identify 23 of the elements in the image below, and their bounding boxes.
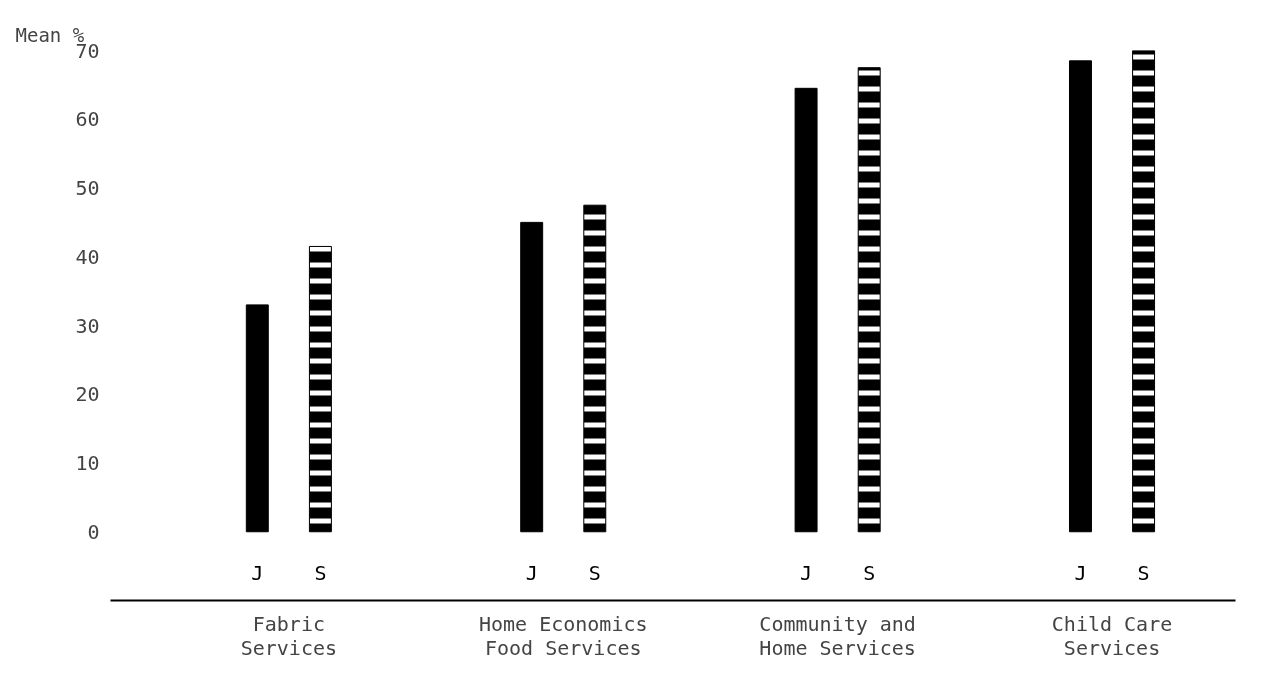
y-tick-label: 10 — [75, 451, 100, 475]
x-tick-label: Home Economics Food Services — [478, 611, 648, 660]
y-tick-label: 0 — [87, 519, 100, 544]
text: J — [525, 560, 538, 585]
y-tick-label: 20 — [75, 382, 100, 407]
bar — [794, 87, 818, 533]
x-tick-label: Child Care Services — [1051, 611, 1173, 660]
bar — [520, 221, 544, 533]
y-tick-label: 50 — [75, 176, 100, 200]
bar — [1068, 60, 1092, 533]
y-tick-label: 60 — [75, 107, 100, 132]
x-tick-label: Community and Home Services — [759, 611, 916, 660]
text: S — [1137, 560, 1150, 585]
bar — [245, 304, 269, 533]
text: S — [588, 560, 601, 585]
text: S — [863, 560, 876, 585]
text: J — [800, 560, 813, 585]
series-label: S — [314, 560, 327, 585]
series-label: J — [251, 560, 264, 585]
text: J — [1074, 560, 1087, 585]
y-tick-label: 30 — [75, 313, 100, 338]
y-tick-label: 40 — [75, 244, 100, 269]
x-tick-label: Fabric Services — [240, 611, 338, 660]
